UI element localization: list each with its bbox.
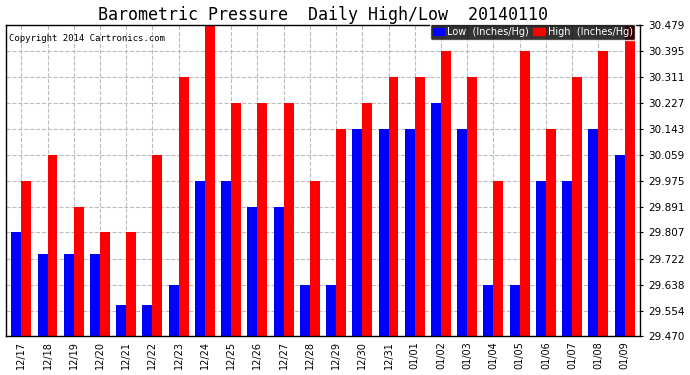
Bar: [21, 181, 31, 336]
Bar: [37, 254, 48, 336]
Title: Barometric Pressure  Daily High/Low  20140110: Barometric Pressure Daily High/Low 20140…: [98, 6, 548, 24]
Bar: [441, 51, 451, 336]
Bar: [11, 231, 21, 336]
Bar: [562, 181, 572, 336]
Bar: [336, 129, 346, 336]
Bar: [48, 155, 57, 336]
Bar: [362, 103, 372, 336]
Bar: [100, 232, 110, 336]
Bar: [274, 207, 284, 336]
Bar: [168, 285, 179, 336]
Bar: [179, 77, 188, 336]
Bar: [74, 207, 83, 336]
Bar: [536, 181, 546, 336]
Bar: [284, 103, 293, 336]
Bar: [326, 285, 336, 336]
Text: Copyright 2014 Cartronics.com: Copyright 2014 Cartronics.com: [9, 34, 165, 44]
Bar: [142, 304, 152, 336]
Bar: [598, 51, 609, 336]
Bar: [415, 77, 425, 336]
Bar: [63, 254, 74, 336]
Bar: [116, 304, 126, 336]
Bar: [520, 51, 530, 336]
Bar: [195, 181, 205, 336]
Bar: [248, 207, 257, 336]
Bar: [457, 129, 467, 336]
Bar: [615, 155, 624, 336]
Bar: [546, 129, 556, 336]
Bar: [300, 285, 310, 336]
Bar: [126, 232, 136, 336]
Bar: [624, 25, 635, 336]
Bar: [257, 103, 267, 336]
Bar: [353, 129, 362, 336]
Bar: [510, 285, 520, 336]
Bar: [589, 129, 598, 336]
Bar: [405, 129, 415, 336]
Bar: [572, 77, 582, 336]
Bar: [310, 181, 319, 336]
Bar: [431, 103, 441, 336]
Legend: Low  (Inches/Hg), High  (Inches/Hg): Low (Inches/Hg), High (Inches/Hg): [430, 24, 635, 40]
Bar: [484, 285, 493, 336]
Bar: [152, 155, 162, 336]
Bar: [205, 25, 215, 336]
Bar: [221, 181, 231, 336]
Bar: [467, 77, 477, 336]
Bar: [379, 129, 388, 336]
Bar: [388, 77, 398, 336]
Bar: [493, 181, 504, 336]
Bar: [90, 254, 100, 336]
Bar: [231, 103, 241, 336]
